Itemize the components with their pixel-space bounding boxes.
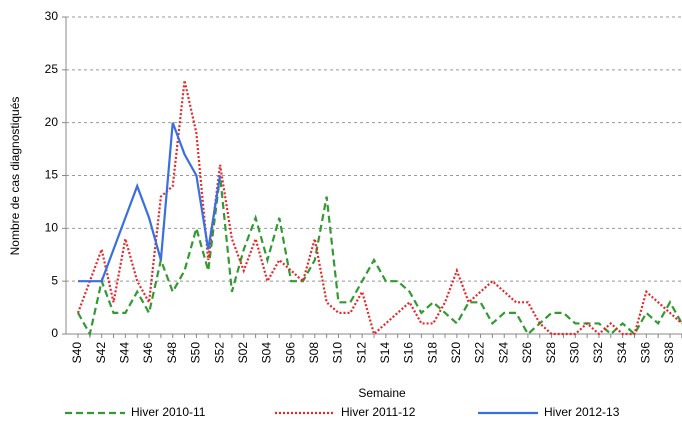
x-tick-label: S36 bbox=[638, 342, 652, 364]
y-tick-label: 5 bbox=[51, 273, 58, 287]
x-tick-label: S32 bbox=[591, 342, 605, 364]
y-axis-label: Nombre de cas diagnostiqués bbox=[8, 97, 22, 256]
x-tick-label: S38 bbox=[662, 342, 676, 364]
x-tick-label: S18 bbox=[425, 342, 439, 364]
x-axis-label: Semaine bbox=[358, 386, 406, 400]
x-tick-label: S42 bbox=[94, 342, 108, 364]
x-tick-label: S50 bbox=[189, 342, 203, 364]
y-tick-label: 15 bbox=[45, 168, 59, 182]
x-tick-label: S22 bbox=[473, 342, 487, 364]
legend-label: Hiver 2012-13 bbox=[544, 405, 620, 419]
x-tick-label: S40 bbox=[70, 342, 84, 364]
x-tick-label: S24 bbox=[496, 342, 510, 364]
x-tick-label: S30 bbox=[567, 342, 581, 364]
legend-label: Hiver 2010-11 bbox=[131, 405, 206, 419]
legend-label: Hiver 2011-12 bbox=[341, 405, 416, 419]
x-tick-label: S08 bbox=[307, 342, 321, 364]
series-line bbox=[77, 175, 682, 338]
x-tick-label: S04 bbox=[260, 342, 274, 364]
x-tick-label: S34 bbox=[615, 342, 629, 364]
x-tick-label: S16 bbox=[402, 342, 416, 364]
series-line bbox=[78, 122, 222, 283]
x-tick-label: S28 bbox=[544, 342, 558, 364]
x-tick-label: S12 bbox=[354, 342, 368, 364]
x-tick-label: S52 bbox=[212, 342, 226, 364]
y-tick-label: 20 bbox=[45, 115, 59, 129]
y-tick-label: 0 bbox=[51, 326, 58, 340]
y-tick-label: 25 bbox=[45, 62, 59, 76]
y-tick-label: 10 bbox=[45, 221, 59, 235]
x-tick-label: S20 bbox=[449, 342, 463, 364]
x-tick-label: S26 bbox=[520, 342, 534, 364]
x-tick-label: S06 bbox=[283, 342, 297, 364]
x-tick-label: S10 bbox=[331, 342, 345, 364]
x-tick-label: S44 bbox=[118, 342, 132, 364]
y-tick-label: 30 bbox=[45, 9, 59, 23]
series-line bbox=[76, 80, 682, 336]
x-tick-label: S14 bbox=[378, 342, 392, 364]
x-tick-label: S46 bbox=[141, 342, 155, 364]
x-tick-label: S02 bbox=[236, 342, 250, 364]
x-tick-label: S48 bbox=[165, 342, 179, 364]
